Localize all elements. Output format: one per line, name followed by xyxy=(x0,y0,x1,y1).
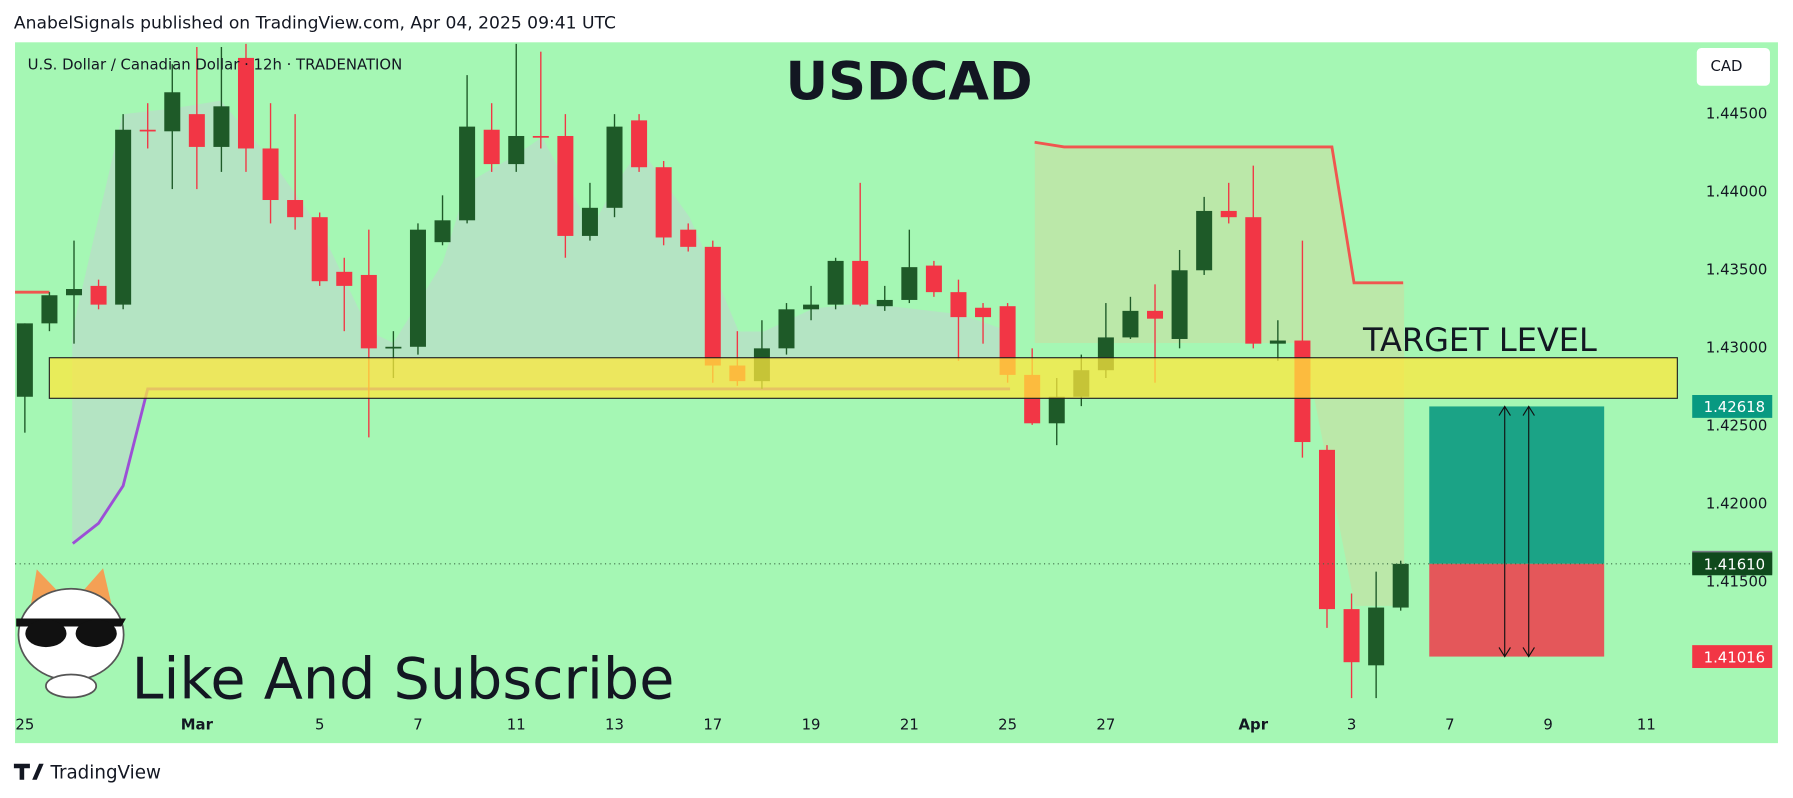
y-tick-label: 1.41500 xyxy=(1706,573,1767,591)
candle-body xyxy=(950,292,967,318)
chart-subtitle: U.S. Dollar / Canadian Dollar · 12h · TR… xyxy=(28,56,403,74)
x-tick-label: 27 xyxy=(1096,715,1115,733)
price-badge-label: 1.41610 xyxy=(1704,556,1765,574)
candle-body xyxy=(385,346,402,349)
candle-body xyxy=(925,265,942,293)
x-tick-label: 5 xyxy=(315,715,324,733)
x-tick-label: 11 xyxy=(507,715,526,733)
candle-body xyxy=(1269,340,1286,344)
candle-body xyxy=(287,200,304,218)
header-text: AnabelSignals published on TradingView.c… xyxy=(14,14,616,34)
candle-body xyxy=(876,299,893,307)
candle-body xyxy=(680,229,697,247)
candle-body xyxy=(1392,563,1409,608)
target-zone xyxy=(48,357,1678,399)
candle-body xyxy=(360,274,377,349)
candle-body xyxy=(409,229,426,347)
candle-body xyxy=(164,92,181,132)
candle-body xyxy=(803,304,820,310)
candle-body xyxy=(311,217,328,282)
candle-body xyxy=(704,246,721,366)
x-tick-label: 17 xyxy=(703,715,722,733)
y-tick-label: 1.44000 xyxy=(1706,182,1767,200)
x-tick-label: Mar xyxy=(181,715,214,733)
candle-body xyxy=(581,207,598,236)
x-tick-label: 3 xyxy=(1347,715,1356,733)
x-tick-label: 7 xyxy=(1445,715,1454,733)
mascot xyxy=(16,568,126,699)
x-tick-label: 21 xyxy=(900,715,919,733)
profit-zone xyxy=(1429,406,1605,564)
candle-body xyxy=(1196,210,1213,271)
candle-body xyxy=(115,129,132,305)
arrow-head xyxy=(1498,405,1511,658)
candle-body xyxy=(975,307,992,318)
x-tick-label: 7 xyxy=(413,715,422,733)
indicator-line xyxy=(1034,140,1404,285)
x-tick-label: Apr xyxy=(1239,715,1269,733)
candle-body xyxy=(237,57,254,149)
candle-body xyxy=(262,148,279,201)
x-tick-label: 25 xyxy=(998,715,1017,733)
y-tick-label: 1.43000 xyxy=(1706,339,1767,357)
candle-body xyxy=(901,267,918,300)
candle-body xyxy=(1343,609,1360,663)
candle-body xyxy=(1122,310,1139,338)
candle-body xyxy=(1220,210,1237,218)
candle-body xyxy=(827,260,844,305)
x-tick-label: 11 xyxy=(1637,715,1656,733)
price-badge-label: 1.42618 xyxy=(1704,398,1765,416)
x-tick-label: 9 xyxy=(1543,715,1552,733)
footer-logo xyxy=(13,763,44,780)
y-tick-label: 1.43500 xyxy=(1706,260,1767,278)
x-tick-label: 19 xyxy=(802,715,821,733)
candle-body xyxy=(41,295,58,324)
candle-body xyxy=(655,167,672,238)
candle-body xyxy=(66,289,83,296)
candle-body xyxy=(188,114,205,147)
candle-body xyxy=(532,135,549,138)
loss-zone xyxy=(1429,563,1605,657)
price-badge-label: 1.41016 xyxy=(1704,648,1765,666)
candle-body xyxy=(1147,310,1164,319)
footer-brand: TradingView xyxy=(49,763,161,784)
candle-body xyxy=(508,135,525,165)
candle-body xyxy=(459,126,476,221)
candle-body xyxy=(1318,449,1335,610)
currency-button[interactable] xyxy=(1696,48,1770,86)
candle-body xyxy=(778,309,795,349)
arrow-head xyxy=(1522,405,1535,658)
indicator-area xyxy=(72,100,1010,545)
candle-body xyxy=(336,271,353,286)
candle-body xyxy=(1245,217,1262,344)
price-badge xyxy=(1692,395,1773,418)
candle-body xyxy=(139,129,156,132)
chart-title: USDCAD xyxy=(786,51,1033,112)
candle-body xyxy=(16,323,33,397)
cta-text: Like And Subscribe xyxy=(132,647,675,713)
candle-body xyxy=(434,220,451,243)
candle-body xyxy=(213,106,230,147)
indicator-area xyxy=(1034,141,1405,606)
y-tick-label: 1.44500 xyxy=(1706,104,1767,122)
price-badge xyxy=(1692,645,1773,669)
candle-body xyxy=(631,120,648,168)
candle-body xyxy=(1048,396,1065,424)
target-label: TARGET LEVEL xyxy=(1362,321,1597,359)
x-tick-label: 13 xyxy=(605,715,624,733)
currency-text: CAD xyxy=(1711,57,1743,75)
candle-body xyxy=(90,285,107,305)
candle-body xyxy=(606,126,623,208)
candle-body xyxy=(1171,270,1188,339)
candle-body xyxy=(557,135,574,236)
price-badge xyxy=(1692,552,1773,576)
y-tick-label: 1.42500 xyxy=(1706,417,1767,435)
x-tick-label: 25 xyxy=(15,715,34,733)
candle-body xyxy=(852,260,869,305)
candle-body xyxy=(1368,607,1385,666)
y-tick-label: 1.42000 xyxy=(1706,495,1767,513)
candle-body xyxy=(483,129,500,165)
